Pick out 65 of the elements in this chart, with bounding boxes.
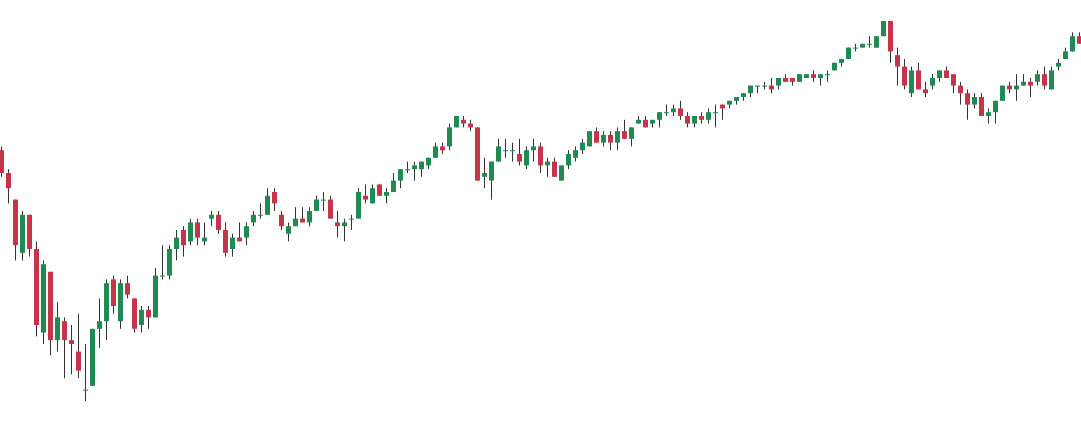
candlestick [216, 210, 221, 235]
candlestick [951, 73, 956, 94]
candlestick [307, 206, 312, 227]
candlestick [531, 138, 536, 163]
candlestick [902, 58, 907, 90]
candlestick [160, 244, 165, 280]
candlestick [286, 221, 291, 242]
candlestick [552, 157, 557, 178]
candlestick [447, 123, 452, 151]
candlestick [62, 316, 67, 379]
candlestick [230, 233, 235, 258]
candlestick [69, 324, 74, 375]
candlestick [664, 104, 669, 117]
candlestick [517, 138, 522, 166]
candlestick [398, 168, 403, 189]
candlestick [195, 218, 200, 246]
candlestick [83, 343, 88, 401]
candlestick [510, 142, 515, 163]
candlestick [629, 126, 634, 147]
candlestick [55, 301, 60, 353]
candlestick [97, 297, 102, 349]
candlestick [916, 62, 921, 90]
candlestick [566, 149, 571, 170]
candlestick [335, 210, 340, 239]
candlestick [482, 157, 487, 189]
candlestick [825, 69, 830, 83]
candlestick [412, 161, 417, 182]
candlestick [0, 145, 4, 178]
candlestick [524, 145, 529, 170]
candlestick [279, 210, 284, 231]
candlestick [146, 305, 151, 330]
candlestick [895, 47, 900, 87]
candlestick [405, 161, 410, 174]
candlestick [258, 202, 263, 220]
candlestick [965, 88, 970, 121]
candlestick [321, 191, 326, 212]
candlestick [489, 161, 494, 201]
candlestick [188, 218, 193, 246]
candlestick [6, 168, 11, 204]
candlestick [608, 130, 613, 151]
candlestick [867, 35, 872, 49]
candlestick [958, 81, 963, 106]
candlestick [538, 142, 543, 174]
candlestick [1042, 66, 1047, 90]
candlestick [125, 275, 130, 299]
candlestick [181, 225, 186, 258]
candlestick [174, 229, 179, 261]
candlestick [342, 218, 347, 242]
candlestick [223, 221, 228, 258]
candlestick [1028, 77, 1033, 98]
candlestick [678, 100, 683, 121]
candlestick [713, 104, 718, 128]
candlestick [272, 187, 277, 212]
candlestick [76, 313, 81, 379]
candlestick [503, 138, 508, 159]
candlestick [349, 214, 354, 231]
candlestick [909, 66, 914, 98]
candlestick [615, 126, 620, 151]
candlestick [363, 183, 368, 204]
candlestick [328, 195, 333, 220]
candlestick [265, 187, 270, 216]
candlestick [496, 138, 501, 163]
candlestick [244, 221, 249, 246]
candlestick [622, 119, 627, 140]
candlestick [139, 305, 144, 334]
